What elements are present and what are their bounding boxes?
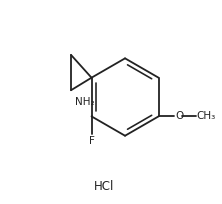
Text: NH₂: NH₂: [75, 96, 94, 106]
Text: O: O: [175, 111, 183, 121]
Text: F: F: [89, 136, 95, 146]
Text: CH₃: CH₃: [197, 111, 216, 121]
Text: HCl: HCl: [94, 180, 114, 193]
